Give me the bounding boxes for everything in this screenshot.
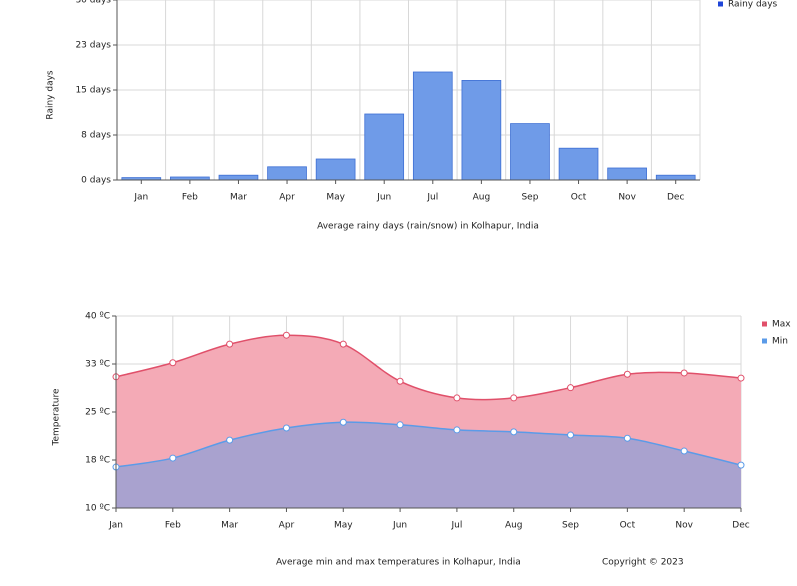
x-tick-label: Jul	[426, 193, 438, 203]
bar	[218, 174, 259, 181]
bar	[267, 166, 307, 181]
point	[339, 340, 347, 348]
point	[510, 428, 518, 436]
x-tick-label: Jun	[376, 193, 391, 203]
point	[680, 447, 688, 455]
chart-title: Average min and max temperatures in Kolh…	[276, 558, 521, 568]
x-tick-label: Sep	[521, 193, 538, 203]
legend-label: Rainy days	[728, 0, 778, 10]
bar	[315, 158, 356, 181]
legend-label: Max	[772, 320, 791, 330]
point	[453, 426, 461, 434]
point	[737, 374, 745, 382]
point	[567, 431, 575, 439]
x-tick-label: Sep	[562, 521, 579, 531]
x-tick-label: Oct	[620, 521, 636, 531]
y-tick-label: 33 ºC	[85, 360, 110, 370]
point	[396, 421, 404, 429]
x-tick-label: Jan	[133, 193, 148, 203]
legend-swatch	[718, 1, 723, 7]
x-tick-label: Mar	[221, 521, 238, 531]
x-tick-label: Feb	[182, 193, 198, 203]
point	[282, 331, 290, 339]
bar	[607, 167, 647, 181]
legend-swatch	[762, 338, 767, 344]
point	[737, 461, 745, 469]
area-fill	[116, 422, 741, 508]
y-tick-label: 23 days	[75, 41, 111, 51]
x-tick-label: Dec	[667, 193, 684, 203]
x-tick-label: Jan	[108, 521, 123, 531]
legend-label: Min	[772, 337, 788, 347]
x-tick-label: Aug	[505, 521, 523, 531]
y-tick-label: 40 ºC	[85, 312, 110, 322]
y-tick-label: 10 ºC	[85, 504, 110, 514]
point	[169, 359, 177, 367]
bar	[655, 174, 696, 181]
y-tick-label: 18 ºC	[85, 456, 110, 466]
x-tick-label: Jun	[392, 521, 407, 531]
legend-swatch	[762, 321, 767, 327]
y-tick-label: 25 ºC	[85, 408, 110, 418]
point	[510, 394, 518, 402]
x-tick-label: Mar	[230, 193, 247, 203]
x-tick-label: Nov	[675, 521, 693, 531]
x-tick-label: Apr	[279, 193, 295, 203]
x-tick-label: Aug	[473, 193, 491, 203]
point	[396, 377, 404, 385]
x-tick-label: Nov	[618, 193, 636, 203]
x-tick-label: May	[326, 193, 345, 203]
x-tick-label: Jul	[450, 521, 462, 531]
x-tick-label: Dec	[732, 521, 749, 531]
y-tick-label: 0 days	[81, 176, 111, 186]
point	[680, 369, 688, 377]
y-axis-label: Rainy days	[46, 70, 56, 120]
y-tick-label: 30 days	[75, 0, 111, 6]
x-tick-label: Feb	[165, 521, 181, 531]
point	[567, 384, 575, 392]
point	[282, 424, 290, 432]
point	[226, 436, 234, 444]
chart-title: Average rainy days (rain/snow) in Kolhap…	[317, 222, 539, 232]
point	[623, 434, 631, 442]
line	[115, 421, 742, 468]
y-tick-label: 8 days	[81, 131, 111, 141]
point	[226, 340, 234, 348]
x-tick-label: Apr	[279, 521, 295, 531]
point	[453, 394, 461, 402]
bar	[412, 71, 453, 181]
point	[623, 370, 631, 378]
point	[169, 454, 177, 462]
bar	[510, 123, 550, 181]
x-tick-label: May	[334, 521, 353, 531]
line	[115, 334, 742, 401]
point	[339, 418, 347, 426]
bar	[364, 113, 405, 181]
bar	[461, 80, 502, 181]
copyright: Copyright © 2023	[602, 558, 684, 568]
y-axis-label: Temperature	[52, 388, 62, 446]
bar	[558, 147, 599, 181]
y-tick-label: 15 days	[75, 86, 111, 96]
x-tick-label: Oct	[571, 193, 587, 203]
